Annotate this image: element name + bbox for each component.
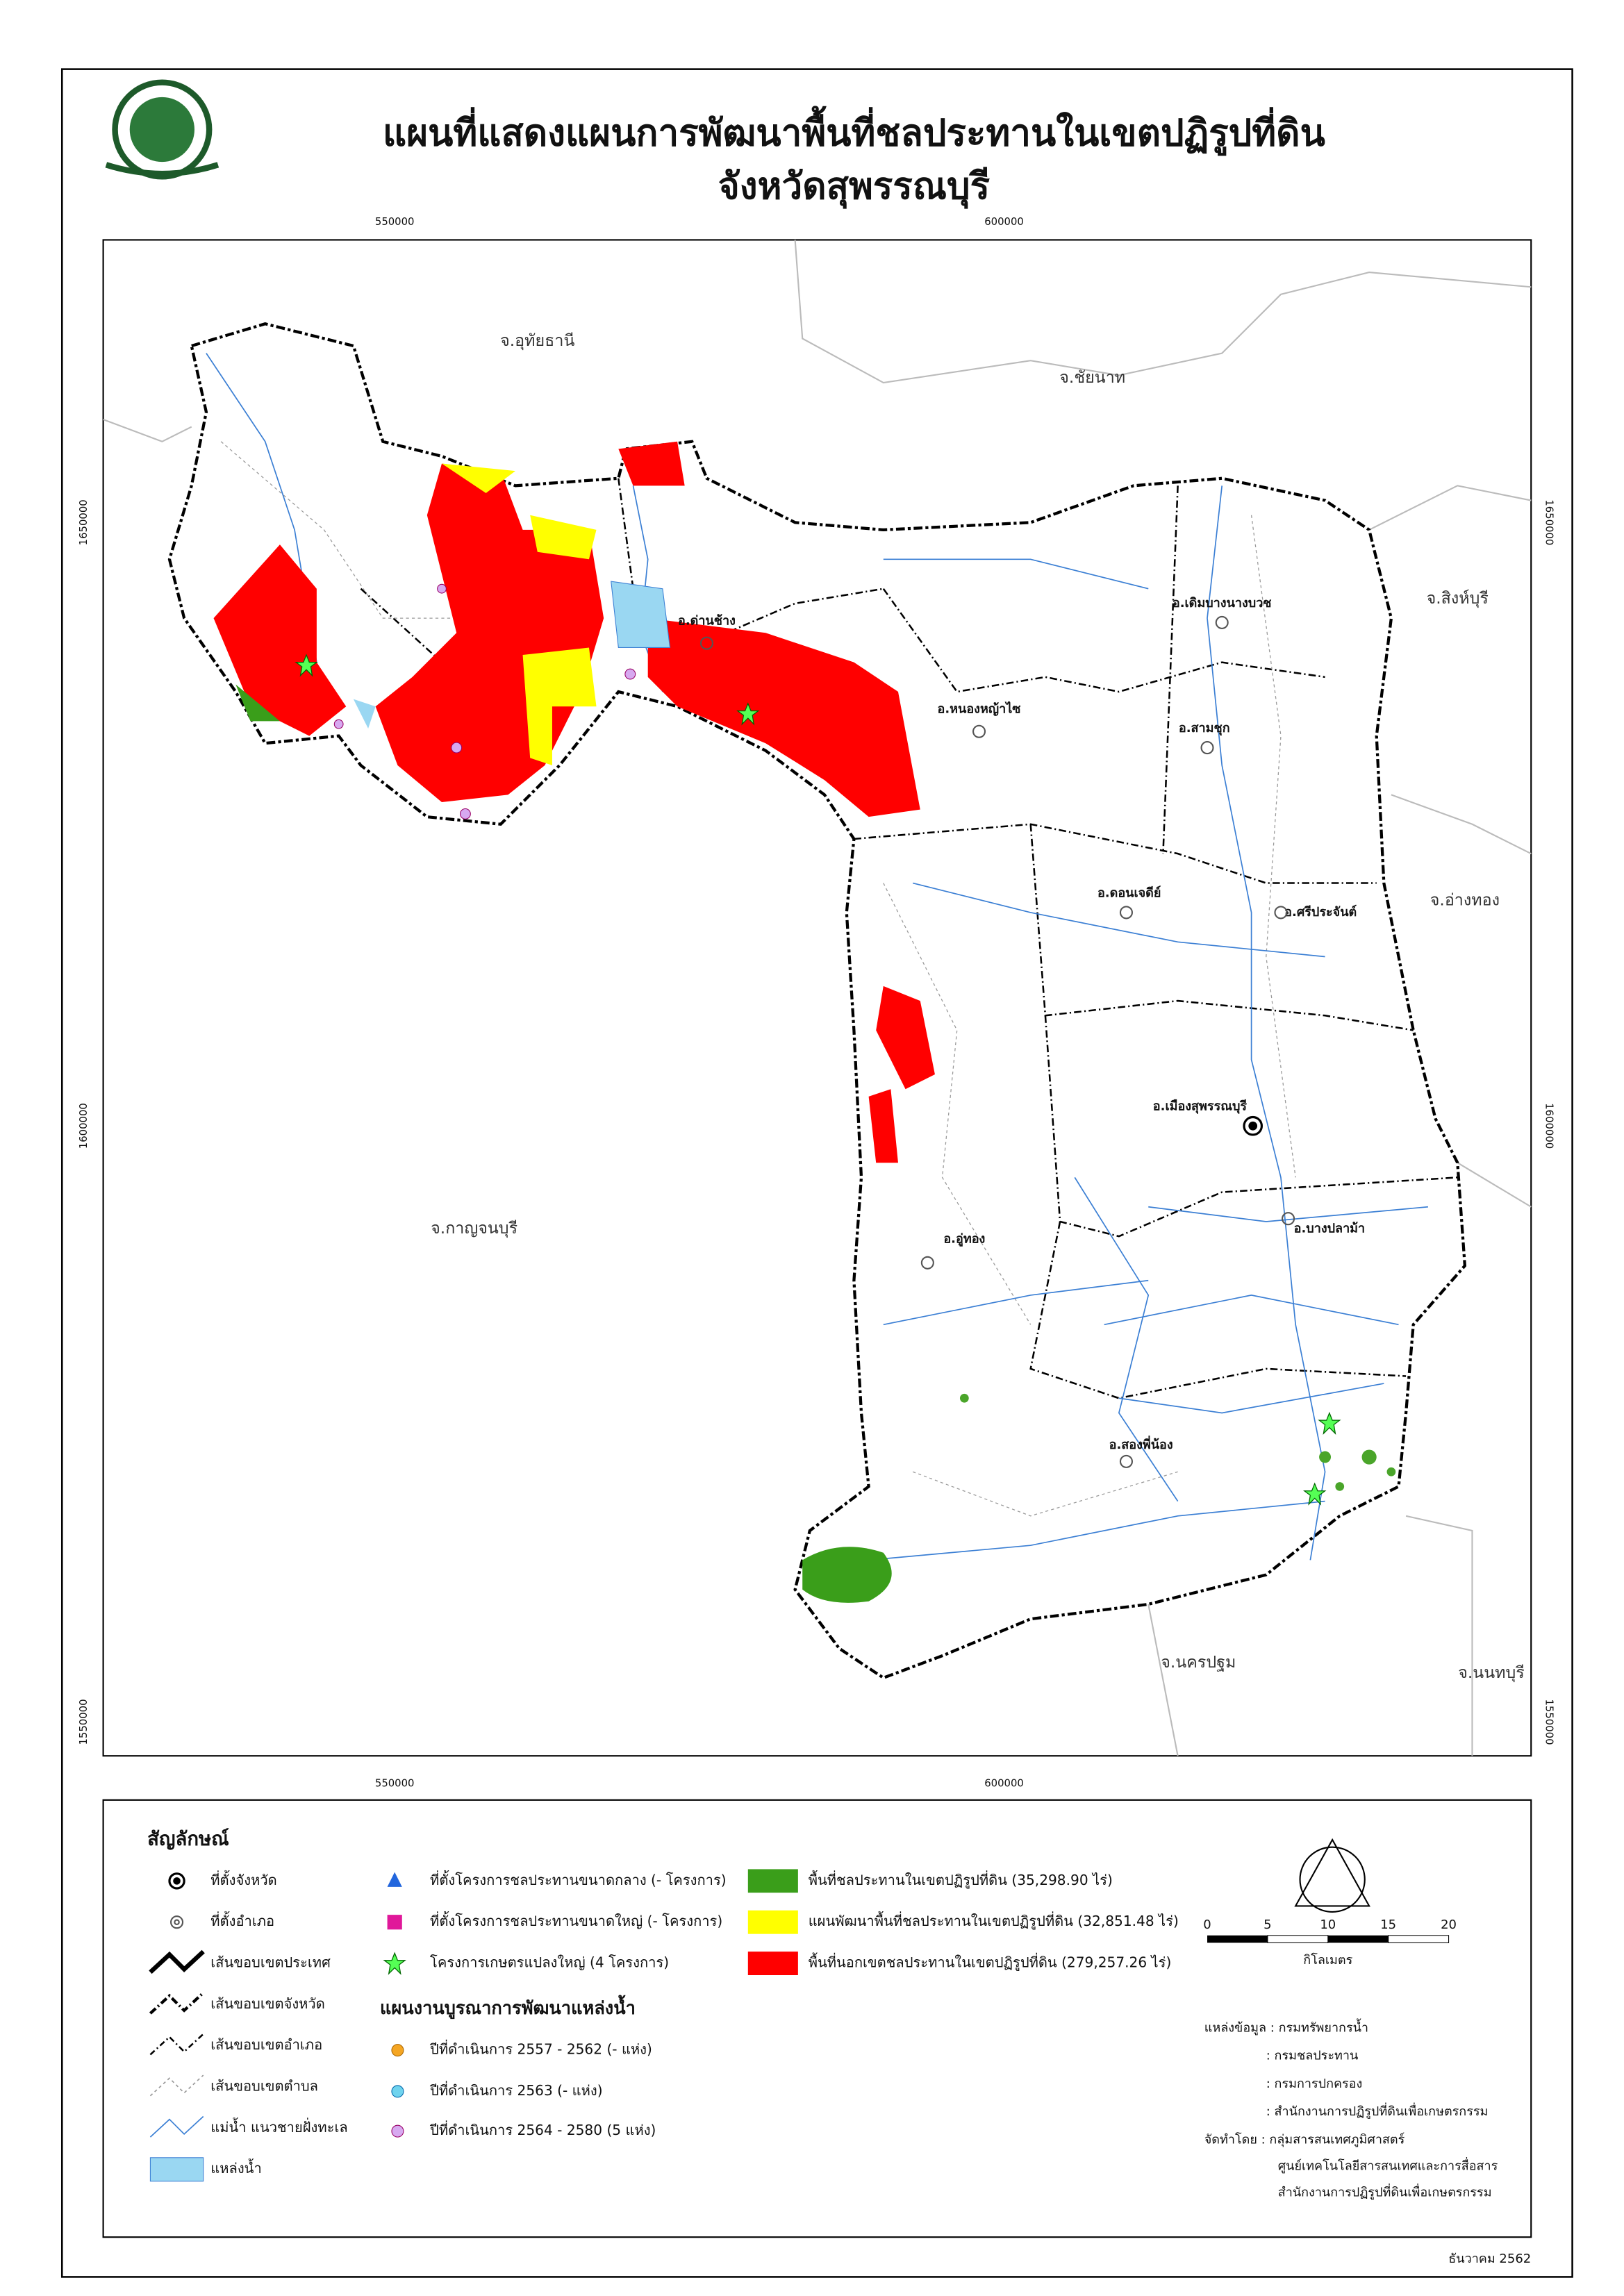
coord-label: 1600000 — [1543, 1103, 1555, 1149]
legend-label: ปีที่ดำเนินการ 2564 - 2580 (5 แห่ง) — [429, 2120, 656, 2138]
legend-label: ปีที่ดำเนินการ 2563 (- แห่ง) — [429, 2081, 603, 2099]
legend-label: พื้นที่นอกเขตชลประทานในเขตปฏิรูปที่ดิน (… — [809, 1953, 1172, 1972]
legend-label: โครงการเกษตรแปลงใหญ่ (4 โครงการ) — [430, 1954, 669, 1971]
legend-label: ที่ตั้งโครงการชลประทานขนาดกลาง (- โครงกา… — [430, 1870, 727, 1888]
coord-label: 550000 — [375, 216, 415, 228]
legend-label: ที่ตั้งอำเภอ — [210, 1911, 274, 1929]
district-label: อ.เมืองสุพรรณบุรี — [1153, 1099, 1248, 1115]
subdistrict-boundaries — [220, 441, 1296, 1517]
scale-label: 0 — [1203, 1918, 1211, 1932]
compass — [1294, 1838, 1370, 1913]
coord-label: 1650000 — [1543, 499, 1555, 545]
coord-label: 600000 — [984, 216, 1024, 228]
district-label: อ.สองพี่น้อง — [1109, 1436, 1173, 1452]
legend-box — [102, 1799, 1532, 2238]
province-label: จ.นนทบุรี — [1458, 1663, 1525, 1682]
large-farm-markers — [295, 654, 1341, 1506]
legend-label: เส้นขอบเขตตำบล — [210, 2078, 318, 2095]
neighbour-boundaries — [103, 240, 1532, 1756]
province-capital — [1243, 1115, 1263, 1136]
scale-label: 20 — [1441, 1918, 1457, 1932]
source-line: สำนักงานการปฏิรูปที่ดินเพื่อเกษตรกรรม — [1278, 2183, 1492, 2200]
district-label: อ.ดอนเจดีย์ — [1097, 885, 1161, 900]
legend-label: เส้นขอบเขตอำเภอ — [210, 2036, 322, 2053]
legend-label: แหล่งน้ำ — [210, 2158, 261, 2177]
district-label: อ.ศรีประจันต์ — [1284, 904, 1357, 920]
scale-label: 10 — [1320, 1918, 1336, 1932]
district-label: อ.หนองหญ้าไซ — [938, 701, 1021, 716]
province-label: จ.นครปฐม — [1161, 1653, 1236, 1672]
legend-label: แม่น้ำ แนวชายฝั่งทะเล — [210, 2118, 347, 2136]
legend-label: ปีที่ดำเนินการ 2557 - 2562 (- แห่ง) — [429, 2040, 652, 2058]
scale-bar — [1207, 1935, 1450, 1943]
district-markers — [699, 615, 1295, 1468]
legend-symbols — [149, 1869, 798, 2182]
irrigated-areas — [213, 441, 1396, 1603]
district-label: อ.อู่ทอง — [943, 1231, 985, 1247]
coord-label: 600000 — [984, 1778, 1024, 1790]
province-label: จ.ชัยนาท — [1059, 368, 1125, 387]
scale-label: 15 — [1380, 1918, 1396, 1932]
source-line: ศูนย์เทคโนโลยีสารสนเทศและการสื่อสาร — [1278, 2157, 1498, 2174]
scale-unit: กิโลเมตร — [1303, 1952, 1352, 1968]
source-line: : กรมชลประทาน — [1266, 2049, 1359, 2063]
title: แผนที่แสดงแผนการพัฒนาพื้นที่ชลประทานในเข… — [383, 106, 1325, 156]
district-label: อ.เดิมบางนางบวช — [1173, 596, 1272, 610]
province-label: จ.อุทัยธานี — [500, 331, 574, 350]
source-line: : กรมการปกครอง — [1266, 2077, 1363, 2091]
coord-label: 550000 — [375, 1778, 415, 1790]
legend-title: สัญลักษณ์ — [147, 1828, 229, 1850]
subtitle: จังหวัดสุพรรณบุรี — [718, 165, 991, 209]
coord-label: 1550000 — [78, 1699, 90, 1745]
province-label: จ.อ่างทอง — [1430, 890, 1500, 909]
plan-sites — [333, 583, 636, 820]
coord-label: 1600000 — [78, 1103, 90, 1149]
place-labels: จ.อุทัยธานี จ.ชัยนาท จ.สิงห์บุรี จ.อ่างท… — [431, 331, 1525, 1682]
logo — [105, 79, 219, 180]
legend-label: ที่ตั้งจังหวัด — [210, 1870, 276, 1888]
legend-label: พื้นที่ชลประทานในเขตปฏิรูปที่ดิน (35,298… — [809, 1870, 1113, 1889]
date: ธันวาคม 2562 — [1448, 2252, 1531, 2266]
province-label: จ.สิงห์บุรี — [1427, 589, 1489, 608]
coord-label: 1650000 — [78, 499, 90, 545]
legend-label: ที่ตั้งโครงการชลประทานขนาดใหญ่ (- โครงกา… — [430, 1911, 722, 1929]
legend-label: เส้นขอบเขตจังหวัด — [210, 1995, 325, 2012]
province-label: จ.กาญจนบุรี — [431, 1219, 517, 1238]
legend-label: เส้นขอบเขตประเทศ — [210, 1954, 331, 1971]
district-label: อ.ด่านช้าง — [678, 613, 736, 628]
source-line: : สำนักงานการปฏิรูปที่ดินเพื่อเกษตรกรรม — [1266, 2102, 1489, 2119]
scale-label: 5 — [1263, 1918, 1271, 1932]
district-label: อ.สามชุก — [1179, 721, 1230, 736]
district-label: อ.บางปลาม้า — [1294, 1222, 1366, 1236]
coord-label: 1550000 — [1543, 1699, 1555, 1745]
source-line: แหล่งข้อมูล : กรมทรัพยากรน้ำ — [1204, 2018, 1368, 2035]
source-line: จัดทำโดย : กลุ่มสารสนเทศภูมิศาสตร์ — [1204, 2131, 1405, 2147]
sheet-border — [60, 68, 1573, 2278]
legend-subtitle: แผนงานบูรณาการพัฒนาแหล่งน้ำ — [380, 1995, 636, 2020]
legend-label: แผนพัฒนาพื้นที่ชลประทานในเขตปฏิรูปที่ดิน… — [809, 1911, 1179, 1930]
